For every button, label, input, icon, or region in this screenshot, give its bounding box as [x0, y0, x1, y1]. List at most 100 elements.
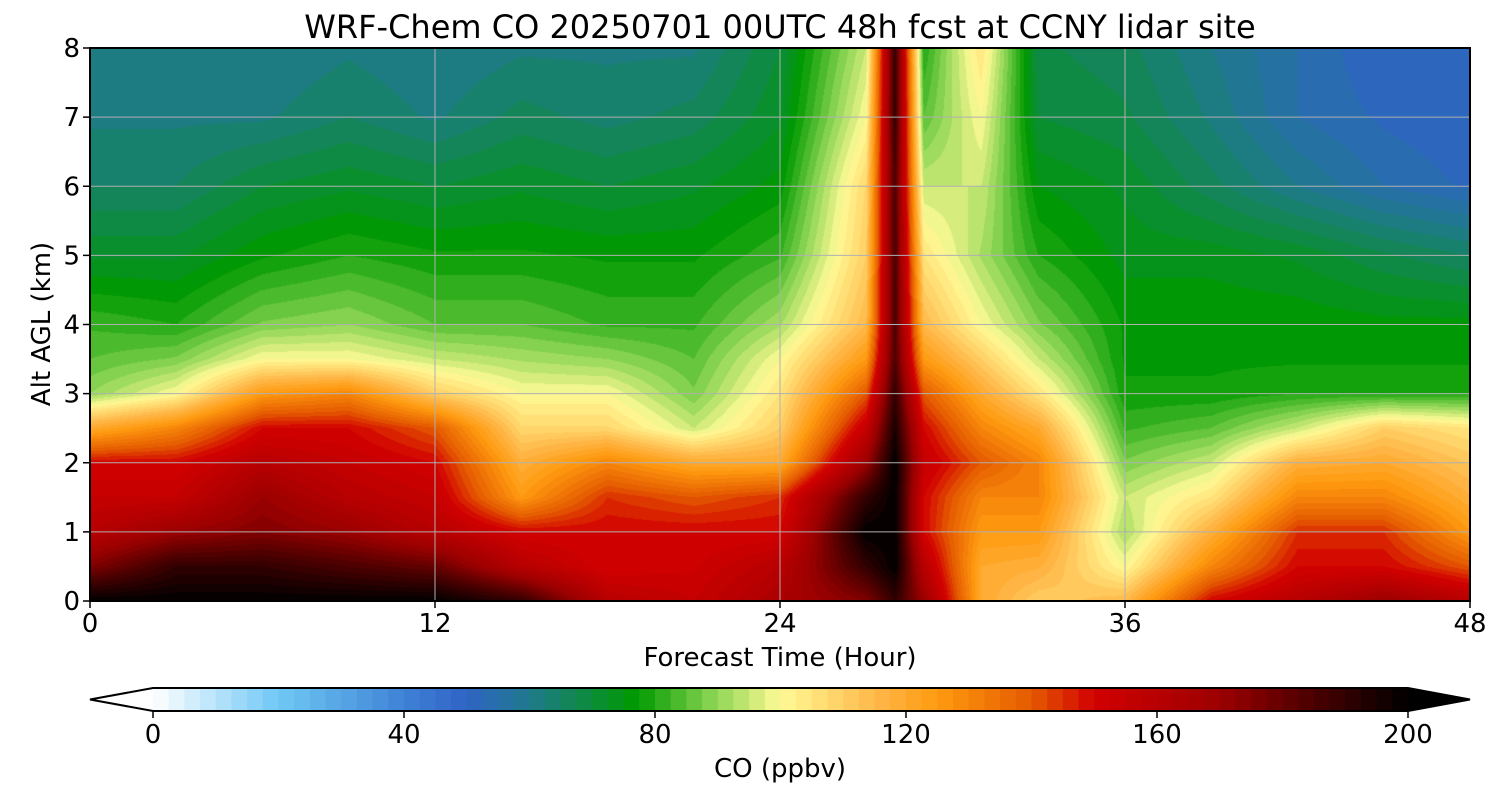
colorbar-swatch	[1188, 688, 1205, 711]
colorbar-swatch	[702, 688, 719, 711]
y-tick-label: 0	[63, 587, 80, 617]
colorbar-swatch	[1204, 688, 1221, 711]
colorbar-swatch	[388, 688, 405, 711]
colorbar-swatch	[1376, 688, 1393, 711]
colorbar-swatch	[811, 688, 829, 711]
y-tick-label: 7	[63, 103, 80, 133]
colorbar-swatch	[1266, 688, 1284, 711]
colorbar-tick-label: 200	[1383, 720, 1433, 750]
colorbar-swatch	[670, 688, 687, 711]
colorbar-swatch	[419, 688, 436, 711]
colorbar-swatch	[1392, 688, 1409, 711]
colorbar-tick-label: 80	[638, 720, 671, 750]
colorbar-swatch	[953, 688, 970, 711]
colorbar-swatch	[717, 688, 735, 711]
colorbar-swatch	[325, 688, 342, 711]
colorbar-swatch	[247, 688, 264, 711]
colorbar-swatch	[278, 688, 295, 711]
x-tick-label: 36	[1108, 609, 1141, 639]
colorbar-swatch	[215, 688, 233, 711]
colorbar-swatch	[451, 688, 468, 711]
colorbar-tick-label: 120	[881, 720, 931, 750]
colorbar-swatch	[623, 688, 640, 711]
y-tick-label: 3	[63, 380, 80, 410]
colorbar-swatch	[984, 688, 1001, 711]
colorbar-swatch	[1235, 688, 1252, 711]
colorbar-swatch	[498, 688, 515, 711]
colorbar-swatch	[294, 688, 311, 711]
x-tick-label: 12	[418, 609, 451, 639]
colorbar-swatch	[874, 688, 891, 711]
colorbar-swatch	[1157, 688, 1174, 711]
colorbar-tick-label: 0	[145, 720, 162, 750]
y-tick-label: 2	[63, 449, 80, 479]
colorbar-swatch	[1298, 688, 1315, 711]
colorbar-swatch	[1015, 688, 1033, 711]
y-tick-label: 6	[63, 172, 80, 202]
colorbar-swatch	[764, 688, 782, 711]
y-tick-label: 4	[63, 311, 80, 341]
colorbar-swatch	[184, 688, 201, 711]
colorbar-swatch	[968, 688, 986, 711]
colorbar-swatch	[1329, 688, 1346, 711]
colorbar-label: CO (ppbv)	[714, 754, 846, 784]
colorbar-swatch	[482, 688, 499, 711]
colorbar-swatch	[356, 688, 374, 711]
colorbar-swatch	[153, 688, 170, 711]
colorbar-swatch	[607, 688, 625, 711]
colorbar-swatch	[843, 688, 860, 711]
colorbar-swatch	[404, 688, 421, 711]
chart-title: WRF-Chem CO 20250701 00UTC 48h fcst at C…	[304, 8, 1255, 46]
colorbar-swatch	[921, 688, 938, 711]
y-tick-label: 1	[63, 518, 80, 548]
colorbar-max-extend	[1408, 688, 1470, 711]
colorbar-swatch	[435, 688, 452, 711]
colorbar-swatch	[1219, 688, 1237, 711]
colorbar-swatch	[858, 688, 876, 711]
colorbar-swatch	[906, 688, 923, 711]
colorbar-tick-label: 40	[387, 720, 420, 750]
colorbar-swatch	[827, 688, 844, 711]
colorbar-swatch	[466, 688, 484, 711]
colorbar-swatch	[686, 688, 703, 711]
colorbar-swatch	[1094, 688, 1111, 711]
x-axis-label: Forecast Time (Hour)	[643, 643, 916, 673]
colorbar-tick-label: 160	[1132, 720, 1182, 750]
colorbar-swatch	[1125, 688, 1142, 711]
colorbar-swatch	[1282, 688, 1299, 711]
colorbar-swatch	[1047, 688, 1064, 711]
colorbar-swatch	[796, 688, 813, 711]
colorbar-swatch	[639, 688, 656, 711]
colorbar-swatch	[1345, 688, 1362, 711]
colorbar-swatch	[937, 688, 954, 711]
colorbar-swatch	[655, 688, 672, 711]
colorbar-swatch	[1000, 688, 1017, 711]
colorbar-swatch	[576, 688, 593, 711]
colorbar-swatch	[262, 688, 280, 711]
colorbar-swatch	[309, 688, 327, 711]
colorbar-swatch	[780, 688, 797, 711]
colorbar-swatch	[733, 688, 750, 711]
colorbar-min-extend	[90, 688, 153, 711]
colorbar-swatch	[545, 688, 562, 711]
colorbar-swatch	[1313, 688, 1331, 711]
colorbar-swatch	[560, 688, 578, 711]
colorbar-swatch	[1141, 688, 1158, 711]
colorbar-swatch	[231, 688, 248, 711]
x-tick-label: 48	[1453, 609, 1486, 639]
colorbar-swatch	[1031, 688, 1048, 711]
colorbar-swatch	[1062, 688, 1080, 711]
colorbar-swatch	[168, 688, 185, 711]
colorbar-swatch	[1109, 688, 1127, 711]
colorbar-swatch	[592, 688, 609, 711]
y-axis-label: Alt AGL (km)	[27, 242, 57, 406]
colorbar-swatch	[1078, 688, 1095, 711]
colorbar-swatch	[513, 688, 531, 711]
y-tick-label: 8	[63, 34, 80, 64]
colorbar-swatch	[372, 688, 389, 711]
colorbar-swatch	[1172, 688, 1189, 711]
colorbar-swatch	[1251, 688, 1268, 711]
x-tick-label: 24	[763, 609, 796, 639]
